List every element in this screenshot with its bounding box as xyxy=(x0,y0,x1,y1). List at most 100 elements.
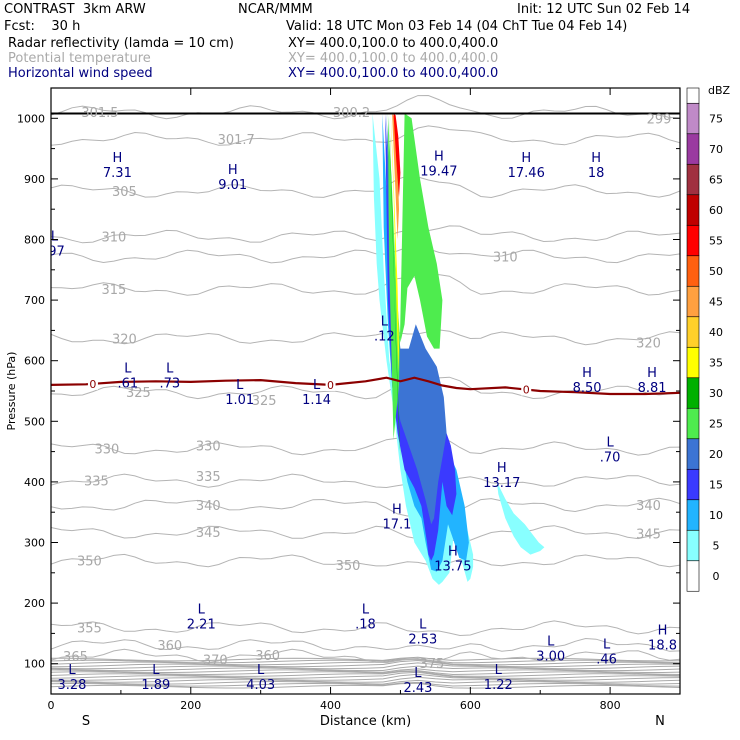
wind-extremum-marker: L xyxy=(166,362,174,377)
isentrope-line xyxy=(51,94,680,120)
colorbar-label: 25 xyxy=(709,418,723,431)
isentrope-label: 350 xyxy=(77,555,102,570)
wind-extremum-value: 2.53 xyxy=(408,632,437,647)
freezing-label-bg xyxy=(521,383,532,396)
colorbar-swatch xyxy=(686,377,700,409)
wind-extremum-marker: H xyxy=(113,151,123,166)
reflectivity-area-45dbz xyxy=(392,113,399,240)
isentrope-line xyxy=(51,665,680,672)
wind-extremum-value: 1.89 xyxy=(141,678,170,693)
wind-extremum-marker: L xyxy=(603,637,611,652)
wind-extremum-value: 3.28 xyxy=(57,678,86,693)
isentrope-label: 370 xyxy=(203,653,228,668)
isentrope-line xyxy=(51,637,680,652)
wind-extremum-marker: H xyxy=(497,461,507,476)
colorbar-swatch xyxy=(686,529,700,562)
wind-extremum-marker: H xyxy=(392,502,402,517)
isentrope-label: 335 xyxy=(84,475,109,490)
isentrope-label: 360 xyxy=(157,639,182,654)
isentrope-label: 325 xyxy=(126,386,151,401)
wind-extremum-value: 4.03 xyxy=(246,678,275,693)
colorbar-label: 50 xyxy=(709,265,723,278)
colorbar-swatch xyxy=(686,560,700,592)
colorbar-swatch xyxy=(686,102,700,135)
isentrope-label: 345 xyxy=(196,526,221,541)
colorbar-label: 5 xyxy=(713,540,720,553)
wind-extremum-marker: H xyxy=(434,150,444,165)
isentrope-label: 310 xyxy=(101,230,126,245)
colorbar-label: 30 xyxy=(709,387,723,400)
wind-extremum-value: 2.21 xyxy=(187,617,216,632)
isentrope-label: 320 xyxy=(636,337,661,352)
colorbar-swatch xyxy=(686,133,700,165)
wind-extremum-value: 7.31 xyxy=(103,166,132,181)
wind-extremum-marker: H xyxy=(448,545,458,560)
wind-extremum-marker: L xyxy=(124,362,132,377)
wind-extremum-marker: L xyxy=(68,663,76,678)
wind-extremum-marker: H xyxy=(647,366,657,381)
freezing-level-label: 0 xyxy=(89,378,96,391)
isentrope-labels: 365 370 360 360 375 355 350 350 345 345 340 340 335 3… xyxy=(63,106,671,672)
isentrope-line xyxy=(51,497,680,517)
colorbar: dBZ 0 5 10 15 20 25 30 35 40 45 50 55 60 65 70 75 xyxy=(686,84,731,592)
isentrope-line xyxy=(51,648,680,664)
isentrope-label: 325 xyxy=(252,394,277,409)
y-axis-title: Pressure (hPa) xyxy=(5,352,18,431)
colorbar-swatch xyxy=(686,468,700,501)
plot-background xyxy=(51,88,680,694)
isentrope-line xyxy=(51,245,680,264)
wind-extremum-marker: L xyxy=(414,666,422,681)
wind-extremum-value: 1.14 xyxy=(302,393,331,408)
isentrope-line xyxy=(51,662,680,670)
isentrope-label: 340 xyxy=(196,499,221,514)
wind-extremum-value: .18 xyxy=(355,617,376,632)
isentrope-line xyxy=(51,553,680,568)
reflectivity-fill xyxy=(372,113,545,585)
freezing-label-bg xyxy=(325,378,336,391)
isentrope-label: 350 xyxy=(336,559,361,574)
wind-extremum-marker: H xyxy=(591,151,601,166)
y-tick-label: 800 xyxy=(24,234,45,247)
wind-extremum-value: .12 xyxy=(374,329,395,344)
colorbar-label: 0 xyxy=(713,570,720,583)
colorbar-swatch xyxy=(686,285,700,318)
product-title: CONTRAST 3km ARW xyxy=(4,2,146,17)
colorbar-label: 35 xyxy=(709,357,723,370)
isentrope-label: 375 xyxy=(419,657,444,672)
isentrope-line xyxy=(51,668,680,673)
isentrope-label: 355 xyxy=(77,621,102,636)
isentrope-line xyxy=(51,376,680,400)
wind-extremum-value: 9.01 xyxy=(218,178,247,193)
isentrope-label: 340 xyxy=(636,499,661,514)
wind-extremum-marker: H xyxy=(228,163,238,178)
isentrope-lines xyxy=(51,94,680,664)
isentrope-line xyxy=(51,125,680,146)
wind-extremum-value: 18.8 xyxy=(648,638,677,653)
isentrope-line xyxy=(51,682,680,689)
isentrope-label: 365 xyxy=(63,650,88,665)
isentrope-line xyxy=(51,620,680,637)
wind-extremum-value: 17.46 xyxy=(508,166,545,181)
wind-extremum-value: 1.22 xyxy=(484,678,513,693)
field-label-wind: Horizontal wind speed xyxy=(8,66,153,81)
isentrope-line xyxy=(51,658,680,666)
colorbar-swatch xyxy=(686,194,700,226)
field-xy-theta: XY= 400.0,100.0 to 400.0,400.0 xyxy=(288,51,499,66)
isentrope-line xyxy=(51,671,680,679)
wind-extremum-marker: L xyxy=(419,617,427,632)
wind-extremum-value: 8.81 xyxy=(638,381,667,396)
wind-extremum-marker: H xyxy=(582,366,592,381)
x-tick-label: 800 xyxy=(600,699,621,712)
wind-extremum-value: .97 xyxy=(44,245,65,260)
colorbar-swatch xyxy=(686,346,700,379)
y-tick-label: 200 xyxy=(24,597,45,610)
x-axis-title: Distance (km) xyxy=(320,714,411,729)
colorbar-swatch xyxy=(686,499,700,531)
x-tick-label: 400 xyxy=(320,699,341,712)
wind-extremum-value: 8.50 xyxy=(573,381,602,396)
isentrope-line xyxy=(51,670,680,677)
isentrope-line xyxy=(51,670,680,676)
wind-extremum-value: 2.43 xyxy=(403,681,432,696)
reflectivity-area-20dbz xyxy=(386,113,447,525)
colorbar-label: 75 xyxy=(709,113,723,126)
